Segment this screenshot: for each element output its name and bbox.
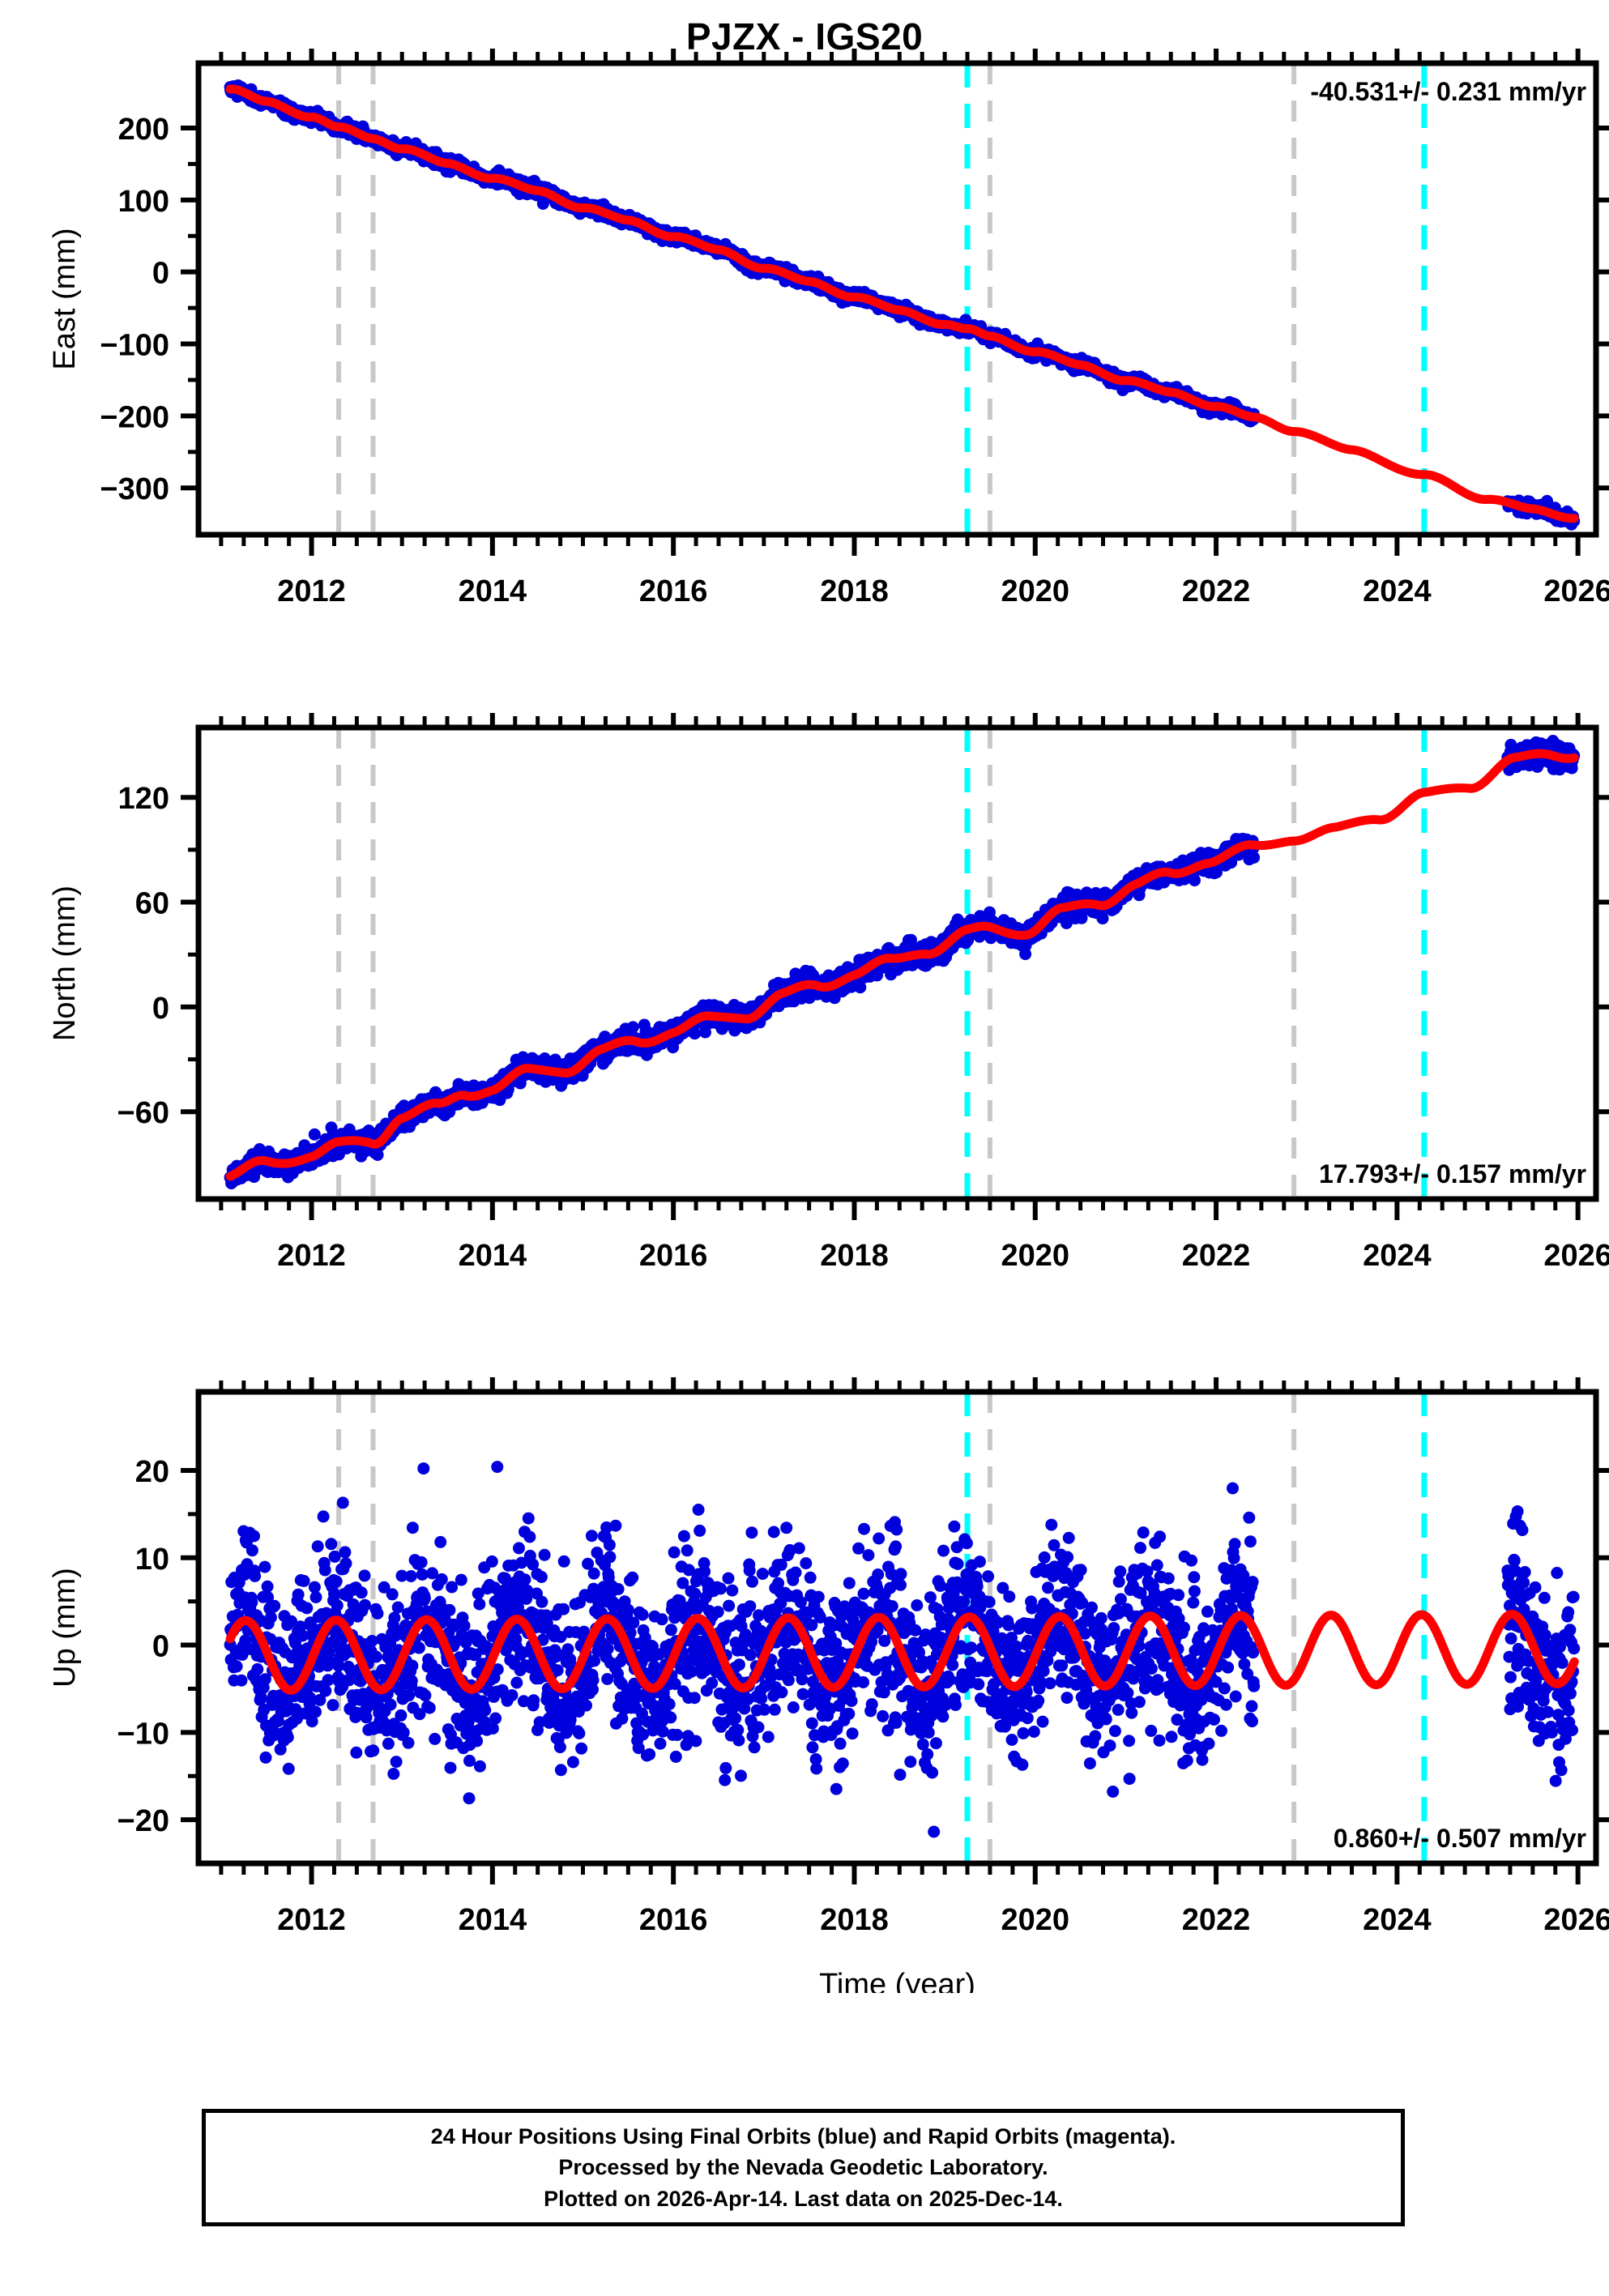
north-y-tick-label: −60 bbox=[117, 1096, 169, 1130]
up-model-curve bbox=[225, 1610, 1579, 1695]
east-plot-frame bbox=[195, 60, 1599, 538]
up-y-tick-label: 0 bbox=[152, 1630, 169, 1664]
x-tick-label: 2020 bbox=[1001, 1239, 1069, 1273]
north-y-tick-label: 120 bbox=[118, 782, 169, 816]
panel-up: 20 10 0 −10 −20 2012 2014 2016 2018 2020 2022 2024 2… bbox=[0, 1377, 1609, 1993]
x-tick-label: 2024 bbox=[1363, 1903, 1432, 1937]
up-y-axis-title: Up (mm) bbox=[48, 1568, 82, 1688]
x-tick-label: 2020 bbox=[1001, 574, 1069, 608]
north-plot-frame bbox=[195, 724, 1599, 1202]
east-y-tick-label: −300 bbox=[100, 472, 169, 506]
east-y-tick-label: 200 bbox=[118, 113, 169, 147]
east-y-tick-label: 0 bbox=[152, 257, 169, 291]
up-plot-frame bbox=[195, 1389, 1599, 1867]
x-tick-label: 2012 bbox=[277, 1239, 346, 1273]
north-model-curve bbox=[225, 749, 1579, 1181]
x-tick-label: 2016 bbox=[639, 1239, 708, 1273]
east-y-tick-label: 100 bbox=[118, 185, 169, 219]
x-tick-label: 2014 bbox=[459, 574, 527, 608]
x-tick-label: 2012 bbox=[277, 574, 346, 608]
x-tick-label: 2018 bbox=[820, 574, 889, 608]
footer-note-box: 24 Hour Positions Using Final Orbits (bl… bbox=[202, 2109, 1405, 2226]
x-tick-label: 2016 bbox=[639, 1903, 708, 1937]
east-rate-label: -40.531+/- 0.231 mm/yr bbox=[1310, 77, 1586, 106]
north-rate-label: 17.793+/- 0.157 mm/yr bbox=[1319, 1159, 1586, 1189]
x-tick-label: 2014 bbox=[459, 1239, 527, 1273]
east-y-tick-label: −200 bbox=[100, 400, 169, 434]
page-title: PJZX - IGS20 bbox=[685, 15, 924, 58]
x-tick-label: 2022 bbox=[1182, 1903, 1251, 1937]
footer-line-processor: Processed by the Nevada Geodetic Laborat… bbox=[558, 2155, 1048, 2180]
up-y-tick-label: −20 bbox=[117, 1804, 169, 1838]
x-tick-label: 2018 bbox=[820, 1239, 889, 1273]
x-tick-label: 2022 bbox=[1182, 1239, 1251, 1273]
east-model-curve bbox=[225, 84, 1579, 523]
footer-line-orbits: 24 Hour Positions Using Final Orbits (bl… bbox=[430, 2124, 1176, 2149]
x-tick-label: 2018 bbox=[820, 1903, 889, 1937]
x-axis-title: Time (year) bbox=[819, 1968, 975, 1993]
x-tick-label: 2014 bbox=[459, 1903, 527, 1937]
north-y-tick-label: 0 bbox=[152, 992, 169, 1026]
x-tick-label: 2024 bbox=[1363, 1239, 1432, 1273]
x-tick-label: 2022 bbox=[1182, 574, 1251, 608]
panel-north: 120 60 0 −60 2012 2014 2016 2018 2020 2022 2024 202… bbox=[0, 713, 1609, 1329]
up-y-tick-label: −10 bbox=[117, 1717, 169, 1751]
x-tick-label: 2026 bbox=[1543, 574, 1609, 608]
east-y-tick-label: −100 bbox=[100, 329, 169, 363]
up-y-tick-label: 10 bbox=[135, 1543, 169, 1577]
x-tick-label: 2016 bbox=[639, 574, 708, 608]
north-y-axis-title: North (mm) bbox=[48, 886, 82, 1041]
x-tick-label: 2024 bbox=[1363, 574, 1432, 608]
x-tick-label: 2026 bbox=[1543, 1239, 1609, 1273]
x-tick-label: 2012 bbox=[277, 1903, 346, 1937]
up-y-tick-label: 20 bbox=[135, 1455, 169, 1489]
footer-line-dates: Plotted on 2026-Apr-14. Last data on 202… bbox=[544, 2186, 1063, 2211]
panel-east: 200 100 0 −100 −200 −300 2012 2014 2016 2018 2020 2… bbox=[0, 49, 1609, 664]
up-rate-label: 0.860+/- 0.507 mm/yr bbox=[1334, 1824, 1586, 1853]
x-tick-label: 2026 bbox=[1543, 1903, 1609, 1937]
east-y-axis-title: East (mm) bbox=[48, 228, 82, 369]
x-tick-label: 2020 bbox=[1001, 1903, 1069, 1937]
north-y-tick-label: 60 bbox=[135, 887, 169, 921]
